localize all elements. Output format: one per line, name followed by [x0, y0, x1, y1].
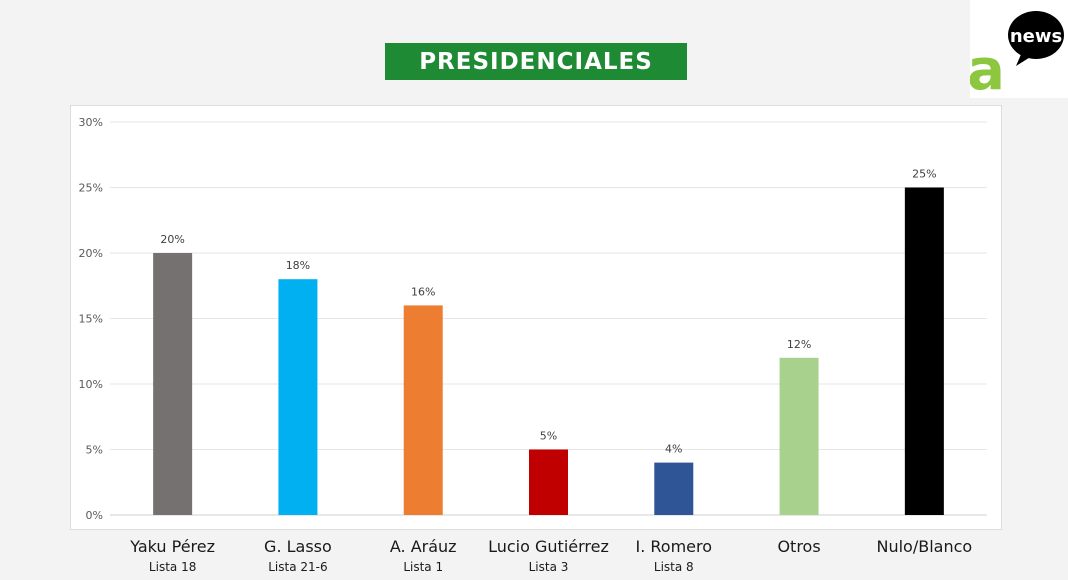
data-label: 5%: [540, 430, 557, 443]
logo-a-letter: a: [970, 38, 1005, 98]
data-label: 18%: [286, 259, 310, 272]
category-label: I. Romero: [636, 537, 713, 556]
y-axis-ticks: 0% 5% 10% 15% 20% 25% 30%: [79, 116, 103, 522]
chart-title: PRESIDENCIALES: [385, 43, 687, 80]
anews-logo: news a: [970, 0, 1068, 98]
category-label: Nulo/Blanco: [877, 537, 973, 556]
bar: [153, 253, 193, 515]
bar: [278, 279, 318, 515]
category-label: Lucio Gutiérrez: [488, 537, 609, 556]
category-label: Yaku Pérez: [129, 537, 215, 556]
x-axis-categories: Yaku Pérez Lista 18 G. Lasso Lista 21-6 A. A…: [129, 537, 972, 574]
data-labels: 20% 18% 16% 5% 4% 12% 25%: [160, 168, 936, 456]
gridlines: [110, 121, 987, 516]
category-sublabel: Lista 1: [403, 560, 443, 574]
category-label: G. Lasso: [264, 537, 332, 556]
y-tick-label: 25%: [79, 182, 103, 195]
y-tick-label: 0%: [86, 509, 103, 522]
category-sublabel: Lista 18: [149, 560, 196, 574]
y-tick-label: 5%: [86, 444, 103, 457]
bar: [904, 187, 944, 515]
category-sublabel: Lista 8: [654, 560, 694, 574]
y-tick-label: 20%: [79, 247, 103, 260]
data-label: 16%: [411, 285, 435, 298]
category-sublabel: Lista 21-6: [268, 560, 327, 574]
logo-news-text: news: [1010, 26, 1062, 47]
bar: [403, 305, 443, 515]
bar: [779, 357, 819, 515]
data-label: 25%: [912, 168, 936, 181]
y-tick-label: 10%: [79, 378, 103, 391]
category-sublabel: Lista 3: [529, 560, 569, 574]
y-tick-label: 15%: [79, 313, 103, 326]
data-label: 4%: [665, 443, 682, 456]
category-label: Otros: [777, 537, 820, 556]
data-label: 12%: [787, 338, 811, 351]
data-label: 20%: [160, 233, 184, 246]
bar: [654, 462, 694, 515]
category-label: A. Aráuz: [390, 537, 457, 556]
bar: [529, 449, 568, 515]
anews-logo-graphic: news a: [970, 11, 1064, 98]
bars: [153, 187, 944, 515]
y-tick-label: 30%: [79, 116, 103, 129]
